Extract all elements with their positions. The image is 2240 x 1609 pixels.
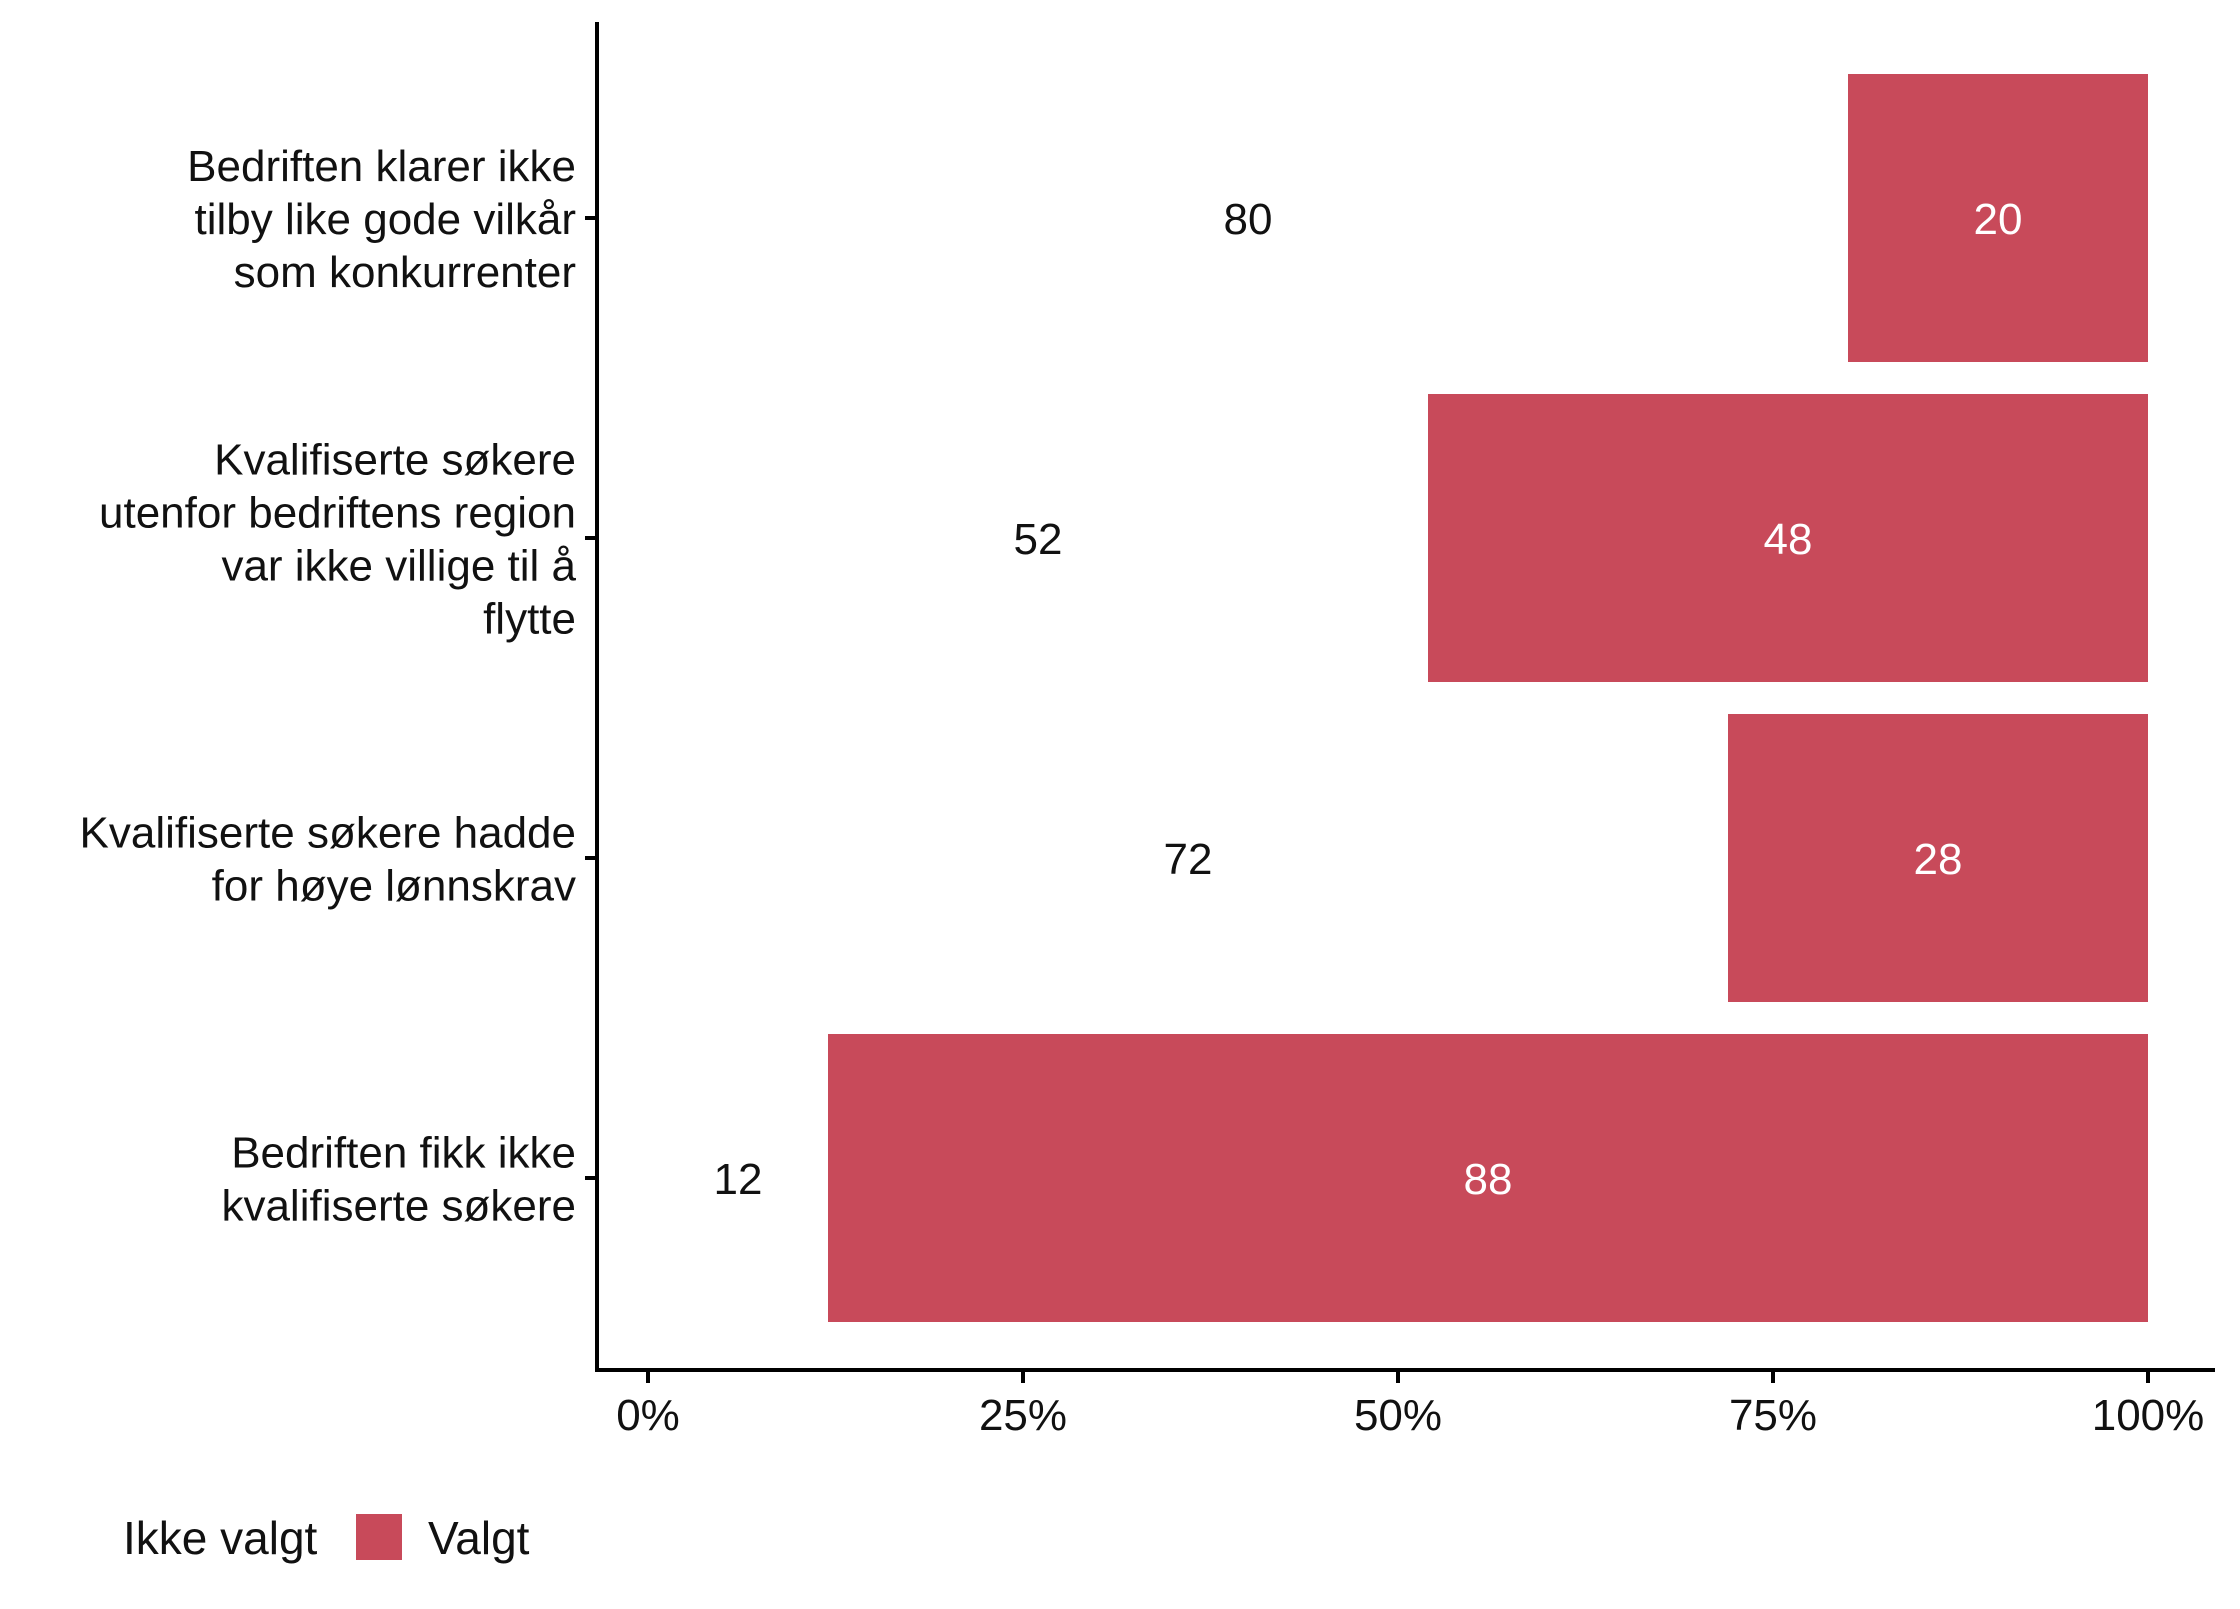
y-axis: Bedriften klarer ikke tilby like gode vil… [80,22,599,1372]
category-label-2: Kvalifiserte søkere hadde for høye lønnsk… [80,809,576,911]
value-label-valgt-0: 20 [1974,195,2023,244]
bars-layer [648,74,2148,1322]
category-label-1: Kvalifiserte søkere utenfor bedriftens re… [99,436,577,644]
x-tick-label-2: 50% [1354,1391,1442,1440]
bar-ikke-valgt-2 [648,714,1728,1002]
category-label-line: for høye lønnskrav [212,862,576,911]
category-label-line: tilby like gode vilkår [195,195,577,244]
value-label-ikke-valgt-0: 80 [1224,195,1273,244]
legend: Ikke valgt Valgt [123,1512,530,1564]
value-label-ikke-valgt-1: 52 [1014,515,1063,564]
value-label-valgt-1: 48 [1764,515,1813,564]
value-label-ikke-valgt-2: 72 [1164,835,1213,884]
x-tick-label-4: 100% [2092,1391,2205,1440]
category-label-line: flytte [483,595,576,644]
x-tick-label-0: 0% [616,1391,680,1440]
bar-ikke-valgt-1 [648,394,1428,682]
category-label-line: var ikke villige til å [221,542,576,591]
legend-swatch-valgt [356,1514,402,1560]
category-label-3: Bedriften fikk ikke kvalifiserte søkere [221,1129,576,1231]
bar-ikke-valgt-3 [648,1034,828,1322]
value-label-valgt-3: 88 [1464,1155,1513,1204]
category-label-line: som konkurrenter [234,248,576,297]
bar-valgt-2 [1728,714,2148,1002]
category-label-line: Kvalifiserte søkere [214,436,576,485]
x-axis: 0% 25% 50% 75% 100% [595,1368,2215,1440]
category-label-0: Bedriften klarer ikke tilby like gode vil… [187,142,576,297]
x-tick-label-1: 25% [979,1391,1067,1440]
bar-valgt-0 [1848,74,2148,362]
legend-label-ikke-valgt: Ikke valgt [123,1512,318,1564]
category-label-line: Kvalifiserte søkere hadde [80,809,576,858]
legend-label-valgt: Valgt [428,1512,530,1564]
value-label-ikke-valgt-3: 12 [714,1155,763,1204]
category-label-line: Bedriften klarer ikke [187,142,576,191]
x-tick-label-3: 75% [1729,1391,1817,1440]
value-label-valgt-2: 28 [1914,835,1963,884]
category-label-line: Bedriften fikk ikke [231,1129,576,1178]
category-label-line: utenfor bedriftens region [99,489,576,538]
bar-ikke-valgt-0 [648,74,1848,362]
value-labels-layer: 80 20 52 48 72 28 12 88 [714,195,2023,1204]
bar-valgt-1 [1428,394,2148,682]
bar-valgt-3 [828,1034,2148,1322]
category-label-line: kvalifiserte søkere [221,1182,576,1231]
